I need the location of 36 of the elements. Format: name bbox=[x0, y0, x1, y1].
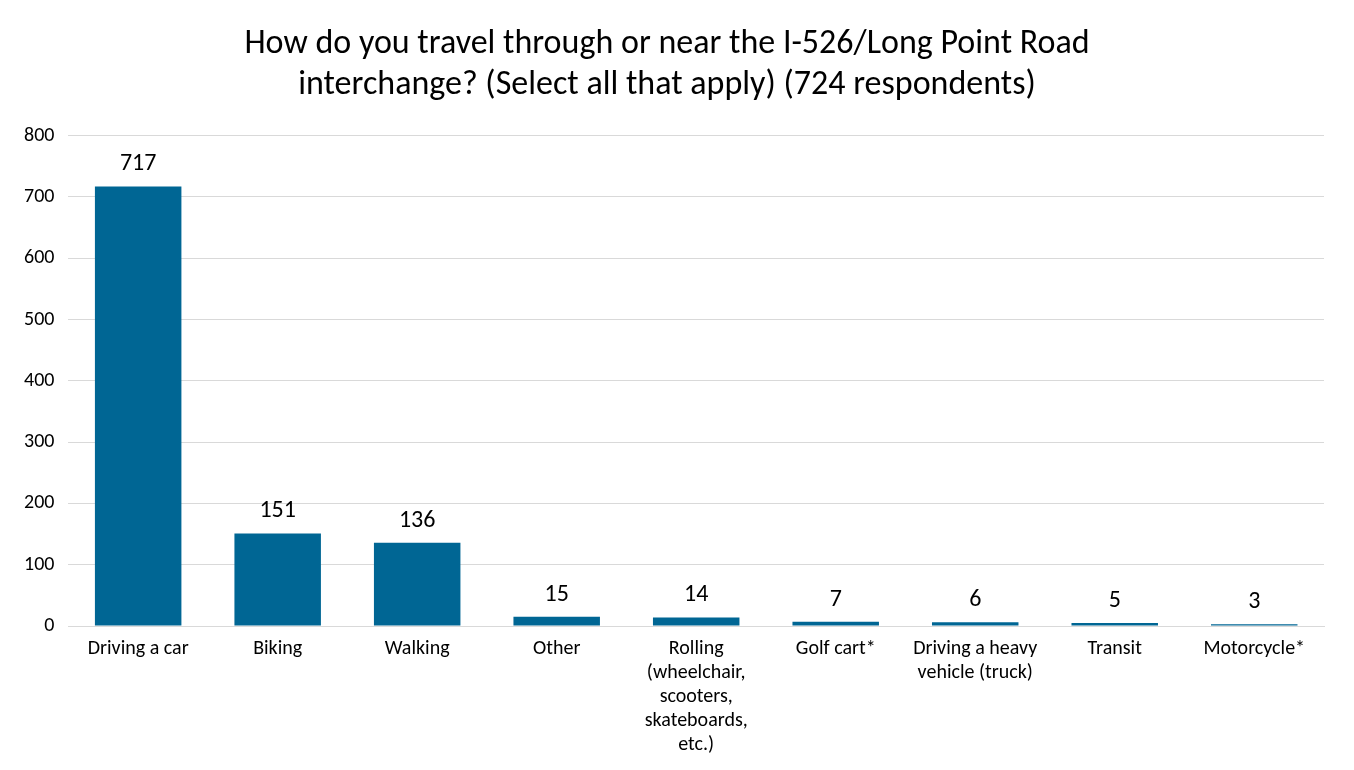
y-tick-label: 600 bbox=[23, 244, 55, 269]
x-tick-label: Rolling (wheelchair, scooters, skateboards, etc.) bbox=[644, 635, 748, 755]
chart-title: How do you travel through or near the I-526/Long Point Road interchange? (Select all that apply) (724 respondents) bbox=[244, 20, 1090, 103]
data-label: 15 bbox=[544, 577, 569, 607]
bar bbox=[931, 622, 1019, 626]
bar bbox=[792, 621, 879, 626]
data-label: 151 bbox=[259, 494, 296, 524]
y-tick-label: 300 bbox=[23, 428, 55, 453]
y-tick-label: 500 bbox=[23, 305, 55, 330]
x-tick-label: Golf cart* bbox=[795, 635, 876, 659]
x-tick-label: Walking bbox=[384, 635, 451, 659]
bar bbox=[1071, 622, 1158, 626]
y-tick-label: 200 bbox=[23, 489, 55, 514]
y-tick-label: 400 bbox=[23, 366, 55, 391]
data-label: 136 bbox=[398, 503, 436, 533]
data-label: 717 bbox=[119, 147, 157, 177]
x-tick-label: Driving a car bbox=[87, 635, 189, 659]
x-tick-label: Driving a heavy vehicle (truck) bbox=[913, 635, 1038, 683]
x-tick-label: Biking bbox=[253, 635, 303, 659]
bar bbox=[234, 533, 321, 626]
data-label: 6 bbox=[969, 583, 982, 613]
y-tick-label: 800 bbox=[23, 121, 55, 146]
bar bbox=[513, 616, 600, 626]
bar bbox=[373, 542, 461, 626]
y-tick-label: 100 bbox=[23, 550, 55, 575]
x-tick-label: Motorcycle* bbox=[1203, 635, 1306, 659]
data-label: 7 bbox=[829, 582, 842, 612]
y-tick-label: 0 bbox=[44, 612, 55, 636]
x-tick-label: Other bbox=[533, 635, 581, 659]
bar bbox=[94, 186, 182, 626]
data-label: 14 bbox=[684, 578, 709, 608]
y-tick-label: 700 bbox=[23, 182, 55, 207]
bar bbox=[652, 617, 740, 626]
data-label: 3 bbox=[1248, 585, 1261, 615]
x-tick-label: Transit bbox=[1087, 635, 1143, 659]
data-label: 5 bbox=[1108, 583, 1121, 613]
